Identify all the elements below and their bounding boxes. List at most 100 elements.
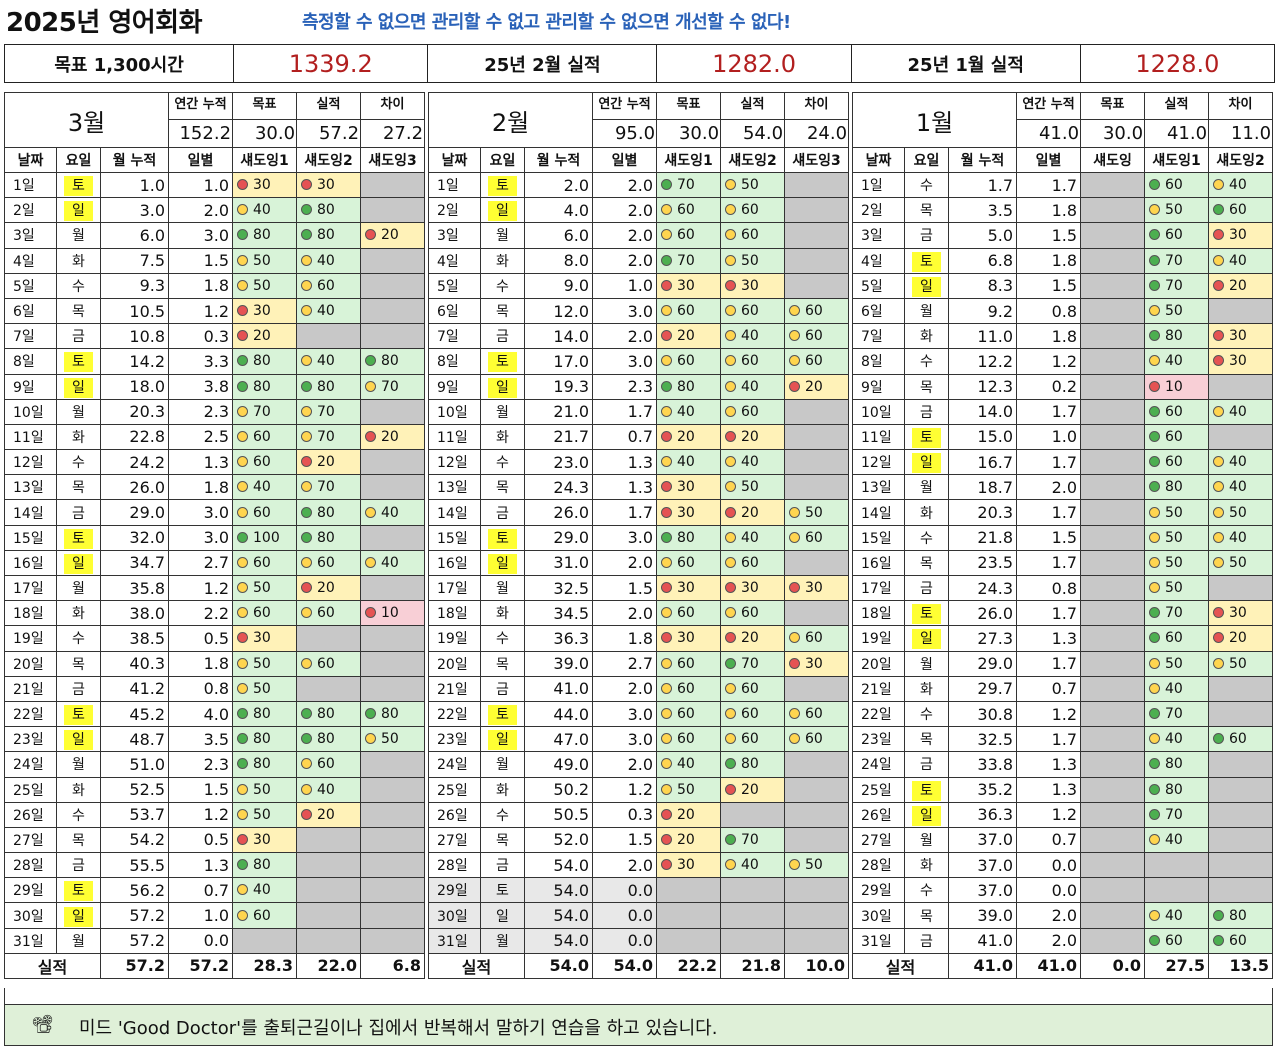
score-value: 80 [1165,479,1183,496]
table-row: 7일 화 11.0 1.8 80 30 [852,323,1274,350]
row-dow: 토 [904,600,949,627]
table-row: 23일 일 47.0 3.0 60 60 60 [428,726,850,753]
red-dot-icon [661,859,673,871]
row-date: 24일 [428,751,481,778]
green-dot-icon [1149,405,1161,417]
col-date: 날짜 [4,147,57,173]
shadowing-score: 60 [232,423,298,451]
shadowing-score: 60 [232,549,298,577]
actual-label: 실적 [1144,92,1210,120]
score-value: 20 [741,781,759,798]
row-dow: 금 [480,852,525,879]
dow-text: 일 [912,629,941,650]
shadowing-score: 60 [1144,927,1210,954]
row-daily: 1.8 [1016,323,1082,350]
shadowing-score [360,574,426,602]
shadowing-score: 80 [232,373,298,400]
score-value: 80 [317,504,335,521]
dow-text: 일 [488,377,517,398]
table-row: 16일 일 34.7 2.7 60 60 40 [4,549,426,577]
score-value: 60 [1229,731,1247,748]
table-row: 11일 토 15.0 1.0 60 [852,423,1274,451]
score-value: 40 [253,202,271,219]
row-monthcum: 44.0 [523,700,594,728]
total-value: 21.8 [720,952,786,980]
row-daily: 3.0 [168,524,234,551]
yellow-dot-icon [301,305,313,317]
shadowing-score: 80 [232,852,298,879]
yellow-dot-icon [725,733,737,745]
score-value: 60 [677,731,695,748]
row-daily: 2.0 [1016,927,1082,954]
table-row: 27일 월 37.0 0.7 40 [852,826,1274,854]
shadowing-score: 20 [656,801,722,828]
yellow-dot-icon [1213,481,1225,493]
row-date: 13일 [428,474,481,501]
row-date: 21일 [852,675,905,702]
shadowing-score: 20 [656,323,722,350]
score-value: 40 [253,479,271,496]
score-value: 50 [253,580,271,597]
row-date: 20일 [852,650,905,677]
row-dow: 토 [56,877,101,904]
shadowing-score: 100 [232,524,298,551]
row-dow: 수 [56,449,101,476]
row-dow: 수 [56,801,101,828]
shadowing-score: 30 [656,499,722,526]
yellow-dot-icon [725,456,737,468]
row-monthcum: 12.0 [523,297,594,325]
score-value: 50 [381,731,399,748]
row-dow: 목 [56,474,101,501]
yellow-dot-icon [301,607,313,619]
red-dot-icon [789,657,801,669]
shadowing-score: 50 [232,675,298,702]
score-value: 50 [741,479,759,496]
green-dot-icon [725,657,737,669]
row-dow: 월 [904,650,949,677]
row-dow: 일 [480,373,525,400]
table-row: 9일 일 18.0 3.8 80 80 70 [4,373,426,400]
yellow-dot-icon [237,582,249,594]
shadowing-score [1080,474,1146,501]
row-dow: 목 [904,549,949,577]
row-dow: 월 [904,826,949,854]
row-monthcum: 11.0 [947,323,1018,350]
score-value: 80 [1165,328,1183,345]
row-dow: 토 [480,524,525,551]
red-dot-icon [1213,632,1225,644]
score-value: 30 [677,857,695,874]
green-dot-icon [301,204,313,216]
table-row: 22일 토 44.0 3.0 60 60 60 [428,700,850,728]
row-date: 27일 [428,826,481,854]
green-dot-icon [661,531,673,543]
green-dot-icon [1149,456,1161,468]
shadowing-score: 70 [296,423,362,451]
green-dot-icon [1149,279,1161,291]
yellow-dot-icon [725,330,737,342]
yellow-dot-icon [661,682,673,694]
score-value: 50 [253,680,271,697]
shadowing-score [1080,398,1146,425]
row-monthcum: 34.7 [99,549,170,577]
shadowing-score: 50 [1208,549,1274,577]
row-dow: 월 [56,398,101,425]
table-row: 29일 토 54.0 0.0 [428,877,850,904]
shadowing-score: 60 [720,348,786,375]
dow-text: 금 [920,933,933,950]
total-value: 27.5 [1144,952,1210,980]
goal-value: 30.0 [656,119,722,148]
row-daily: 1.7 [1016,171,1082,199]
shadowing-score [784,423,850,451]
score-value: 40 [381,504,399,521]
shadowing-score [360,323,426,350]
dow-text: 수 [920,883,933,900]
row-date: 12일 [4,449,57,476]
shadowing-score: 30 [232,297,298,325]
score-value: 30 [253,303,271,320]
row-daily: 0.8 [1016,574,1082,602]
shadowing-score: 60 [656,197,722,224]
table-row: 7일 금 10.8 0.3 20 [4,323,426,350]
row-dow: 화 [480,776,525,803]
yellow-dot-icon [789,531,801,543]
shadowing-score: 30 [720,574,786,602]
